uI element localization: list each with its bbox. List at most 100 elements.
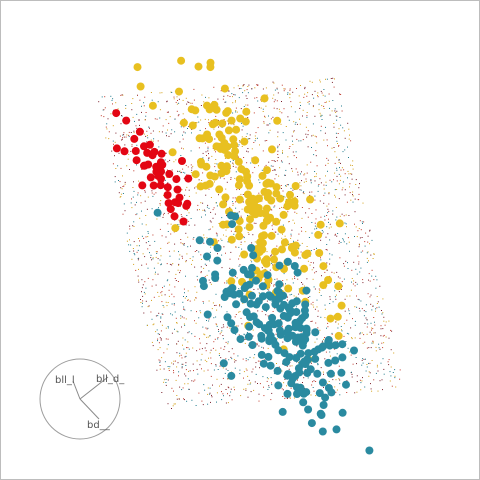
background-point: [360, 267, 362, 269]
background-point: [258, 345, 260, 347]
background-point: [380, 325, 382, 327]
background-point: [210, 283, 212, 285]
background-point: [355, 184, 357, 185]
background-point: [120, 94, 122, 96]
background-point: [379, 285, 381, 287]
background-point: [140, 195, 142, 197]
background-point: [250, 259, 252, 261]
background-point: [283, 108, 285, 110]
background-point: [296, 88, 297, 89]
background-point: [121, 188, 123, 190]
background-point: [169, 284, 171, 286]
background-point: [129, 169, 130, 170]
background-point: [328, 221, 329, 223]
background-point: [335, 219, 337, 221]
background-point: [326, 383, 328, 385]
background-point: [394, 377, 396, 379]
data-point: [342, 380, 350, 389]
background-point: [205, 350, 207, 352]
background-point: [349, 295, 351, 297]
background-point: [157, 340, 158, 342]
background-point: [119, 196, 121, 198]
background-point: [334, 110, 336, 112]
background-point: [313, 249, 315, 250]
background-point: [170, 223, 172, 225]
background-point: [313, 306, 315, 308]
background-point: [280, 185, 282, 186]
background-point: [231, 399, 233, 401]
background-point: [220, 347, 222, 349]
background-point: [239, 255, 240, 257]
background-point: [194, 379, 196, 381]
background-point: [341, 105, 342, 107]
data-point: [136, 82, 145, 91]
background-point: [225, 368, 227, 370]
background-point: [315, 395, 317, 397]
background-point: [288, 221, 290, 223]
background-point: [358, 187, 360, 189]
background-point: [320, 257, 321, 259]
background-point: [356, 283, 358, 285]
background-point: [157, 101, 159, 103]
background-point: [145, 115, 147, 117]
background-point: [274, 161, 276, 162]
background-point: [199, 342, 201, 344]
data-point: [163, 191, 172, 199]
background-point: [138, 238, 139, 239]
background-point: [207, 369, 209, 371]
background-point: [296, 196, 298, 197]
background-point: [376, 296, 378, 297]
background-point: [174, 278, 176, 279]
background-point: [181, 326, 182, 328]
background-point: [183, 296, 184, 297]
background-point: [153, 323, 155, 325]
data-point: [234, 157, 243, 166]
background-point: [265, 87, 267, 89]
background-point: [111, 150, 113, 152]
background-point: [154, 273, 156, 275]
background-point: [188, 126, 190, 127]
background-point: [104, 96, 106, 98]
background-point: [226, 215, 227, 217]
data-point: [275, 261, 284, 270]
background-point: [168, 295, 170, 297]
background-point: [306, 95, 308, 97]
data-point: [224, 126, 233, 135]
background-point: [315, 150, 317, 152]
background-point: [178, 219, 180, 221]
background-point: [212, 217, 214, 219]
data-point: [203, 310, 212, 319]
data-point: [246, 215, 254, 224]
background-point: [311, 222, 313, 223]
background-point: [161, 301, 163, 303]
data-point: [249, 312, 258, 321]
background-point: [326, 372, 328, 374]
background-point: [290, 187, 292, 189]
background-point: [317, 190, 319, 192]
background-point: [322, 94, 324, 96]
background-point: [339, 379, 341, 381]
background-point: [242, 84, 244, 86]
background-point: [310, 394, 312, 396]
data-point: [146, 173, 155, 182]
background-point: [124, 181, 126, 183]
background-point: [161, 357, 163, 359]
background-point: [282, 132, 284, 134]
background-point: [248, 233, 250, 235]
background-point: [310, 303, 312, 305]
background-point: [232, 160, 234, 161]
background-point: [279, 207, 281, 209]
background-point: [181, 243, 183, 245]
background-point: [160, 292, 162, 294]
data-point: [227, 277, 236, 286]
data-point: [213, 244, 222, 252]
background-point: [168, 271, 170, 273]
background-point: [179, 270, 181, 272]
background-point: [98, 101, 100, 103]
background-point: [334, 162, 336, 164]
background-point: [181, 363, 183, 365]
background-point: [266, 124, 268, 126]
background-point: [232, 163, 234, 165]
background-point: [340, 124, 342, 126]
background-point: [300, 189, 302, 191]
